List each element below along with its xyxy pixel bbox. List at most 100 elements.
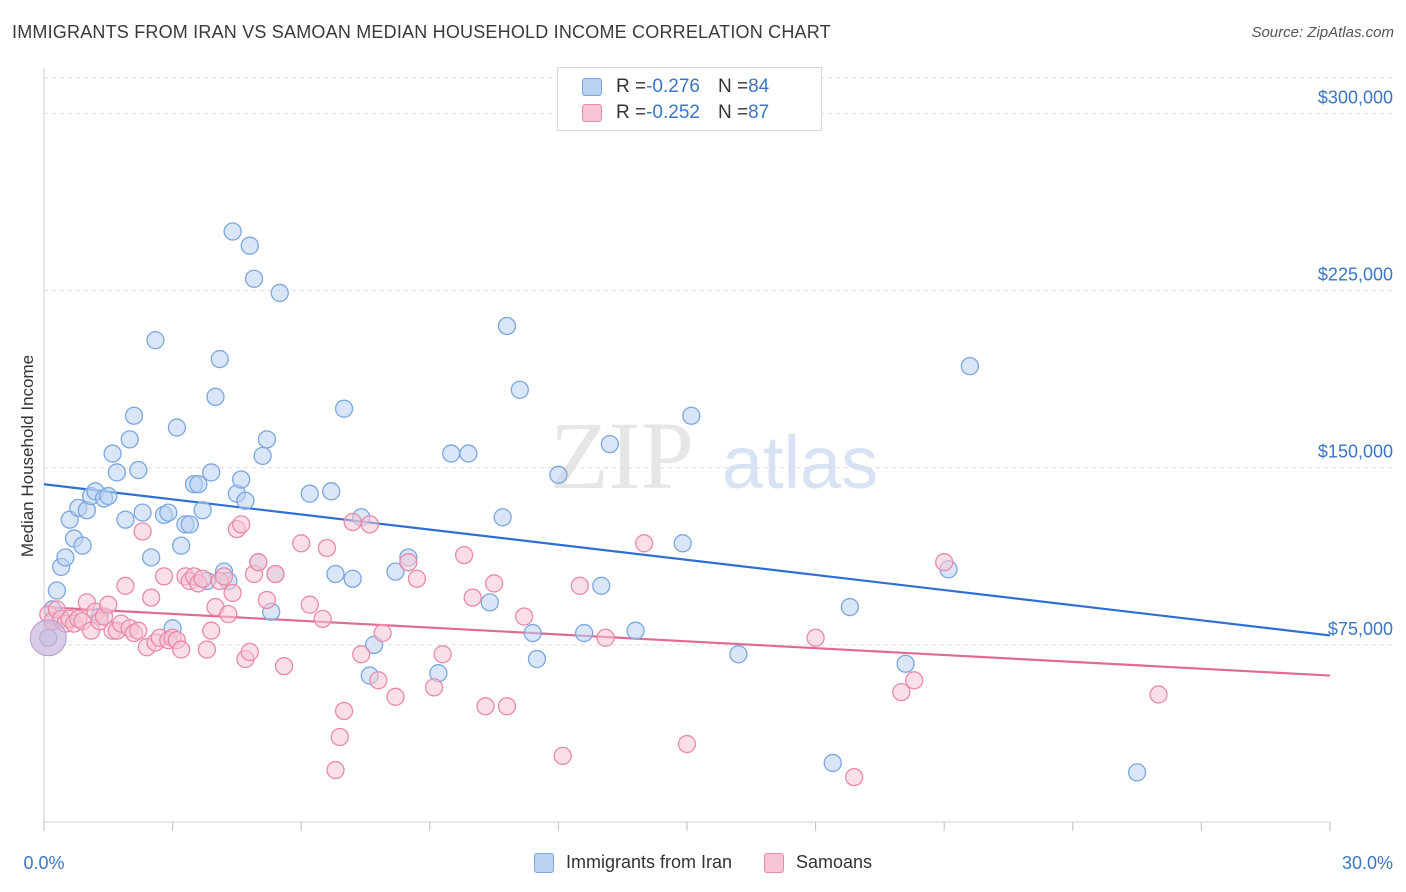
source-label: Source: ZipAtlas.com xyxy=(1251,24,1394,41)
trend-lines xyxy=(43,483,1331,677)
series-swatch-samoans xyxy=(764,852,784,873)
samoan-point xyxy=(407,569,427,588)
samoan-point xyxy=(514,607,534,626)
y-tick-label: $75,000 xyxy=(1328,619,1393,639)
samoan-point xyxy=(326,760,345,780)
samoan-point xyxy=(463,588,482,607)
correlation-legend: R = -0.276 N = 84 R = -0.252 N = 87 xyxy=(557,67,822,131)
iran-point xyxy=(146,331,165,350)
iran-point xyxy=(202,463,221,482)
samoan-point xyxy=(133,522,152,541)
samoan-point xyxy=(240,642,259,662)
samoan-point xyxy=(193,569,212,588)
samoan-point xyxy=(292,534,311,553)
iran-point xyxy=(180,515,199,534)
iran-point xyxy=(73,536,92,555)
iran-point xyxy=(124,406,144,425)
iran-point xyxy=(343,569,362,588)
iran-point xyxy=(116,510,135,529)
iran-point xyxy=(107,463,127,482)
iran-point xyxy=(129,460,148,480)
samoan-point xyxy=(399,553,418,572)
grid-lines xyxy=(44,77,1392,646)
iran-point xyxy=(47,581,67,600)
iran-point xyxy=(673,534,692,553)
samoan-point xyxy=(197,640,217,659)
iran-point xyxy=(459,444,478,463)
samoan-point xyxy=(202,621,221,640)
samoan-point xyxy=(214,567,234,586)
zipatlas-watermark: ZIP atlas xyxy=(550,402,878,509)
samoan-point xyxy=(845,767,864,787)
samoan-point xyxy=(154,567,174,586)
iran-point xyxy=(206,387,225,407)
iran-point xyxy=(823,753,842,773)
samoan-point xyxy=(497,697,517,716)
series-legend-iran[interactable]: Immigrants from Iran xyxy=(533,852,732,873)
iran-point xyxy=(960,357,980,376)
iran-point xyxy=(193,501,212,520)
samoan-point xyxy=(223,583,242,603)
iran-point xyxy=(729,645,748,664)
samoan-point xyxy=(1149,685,1168,704)
legend-row-samoans: R = -0.252 N = 87 xyxy=(582,101,769,125)
iran-point xyxy=(322,482,341,501)
series-name-iran: Immigrants from Iran xyxy=(565,852,732,872)
iran-point xyxy=(103,444,122,463)
legend-swatch-samoans xyxy=(582,104,602,122)
series-legend: Immigrants from Iran Samoans xyxy=(0,852,1406,873)
series-swatch-iran xyxy=(533,852,554,873)
samoan-point xyxy=(317,538,337,558)
samoan-point xyxy=(99,595,118,614)
samoan-point xyxy=(454,545,474,565)
samoan-point xyxy=(266,564,285,584)
iran-point xyxy=(527,649,547,669)
iran-point xyxy=(300,484,319,503)
samoan-trend-line xyxy=(43,605,1331,677)
iran-point xyxy=(159,503,178,522)
iran-point xyxy=(257,430,277,449)
iran-point xyxy=(386,562,405,581)
samoan-point xyxy=(553,746,572,766)
iran-point xyxy=(523,623,542,643)
y-tick-label: $300,000 xyxy=(1318,87,1393,107)
samoan-point xyxy=(905,671,924,690)
iran-point xyxy=(493,508,512,527)
chart-title: IMMIGRANTS FROM IRAN VS SAMOAN MEDIAN HO… xyxy=(12,22,831,42)
samoan-point xyxy=(484,574,504,593)
iran-point xyxy=(210,349,229,369)
iran-point xyxy=(56,548,75,567)
iran-point xyxy=(1127,763,1147,782)
iran-point xyxy=(626,621,645,640)
legend-r-value: -0.276 xyxy=(646,76,700,97)
iran-point xyxy=(167,418,187,437)
iran-point xyxy=(232,470,251,489)
samoan-point xyxy=(806,628,825,647)
iran-point xyxy=(270,283,289,303)
series-legend-samoans[interactable]: Samoans xyxy=(764,852,872,873)
iran-point xyxy=(442,444,461,463)
legend-r-value: -0.252 xyxy=(646,102,700,123)
samoan-point xyxy=(116,576,135,595)
legend-n-label: N = xyxy=(717,76,749,97)
samoan-point xyxy=(373,623,392,643)
samoan-point xyxy=(232,515,251,534)
iran-point xyxy=(549,465,568,484)
iran-point xyxy=(896,654,915,673)
iran-point xyxy=(334,399,354,418)
x-tick-label: 30.0% xyxy=(1342,853,1393,873)
legend-swatch-iran xyxy=(582,78,602,96)
samoan-point xyxy=(677,734,697,754)
samoan-point xyxy=(334,701,354,721)
iran-point xyxy=(142,548,161,567)
legend-r-label: R = xyxy=(616,76,647,97)
legend-row-iran: R = -0.276 N = 84 xyxy=(582,75,769,99)
iran-point xyxy=(189,475,208,494)
samoan-point xyxy=(172,640,191,659)
iran-point xyxy=(574,623,594,643)
samoan-point xyxy=(219,605,238,624)
y-tick-label: $225,000 xyxy=(1318,265,1393,285)
axes xyxy=(43,68,1331,831)
samoan-point xyxy=(274,656,294,676)
x-tick-label: 0.0% xyxy=(23,853,64,873)
